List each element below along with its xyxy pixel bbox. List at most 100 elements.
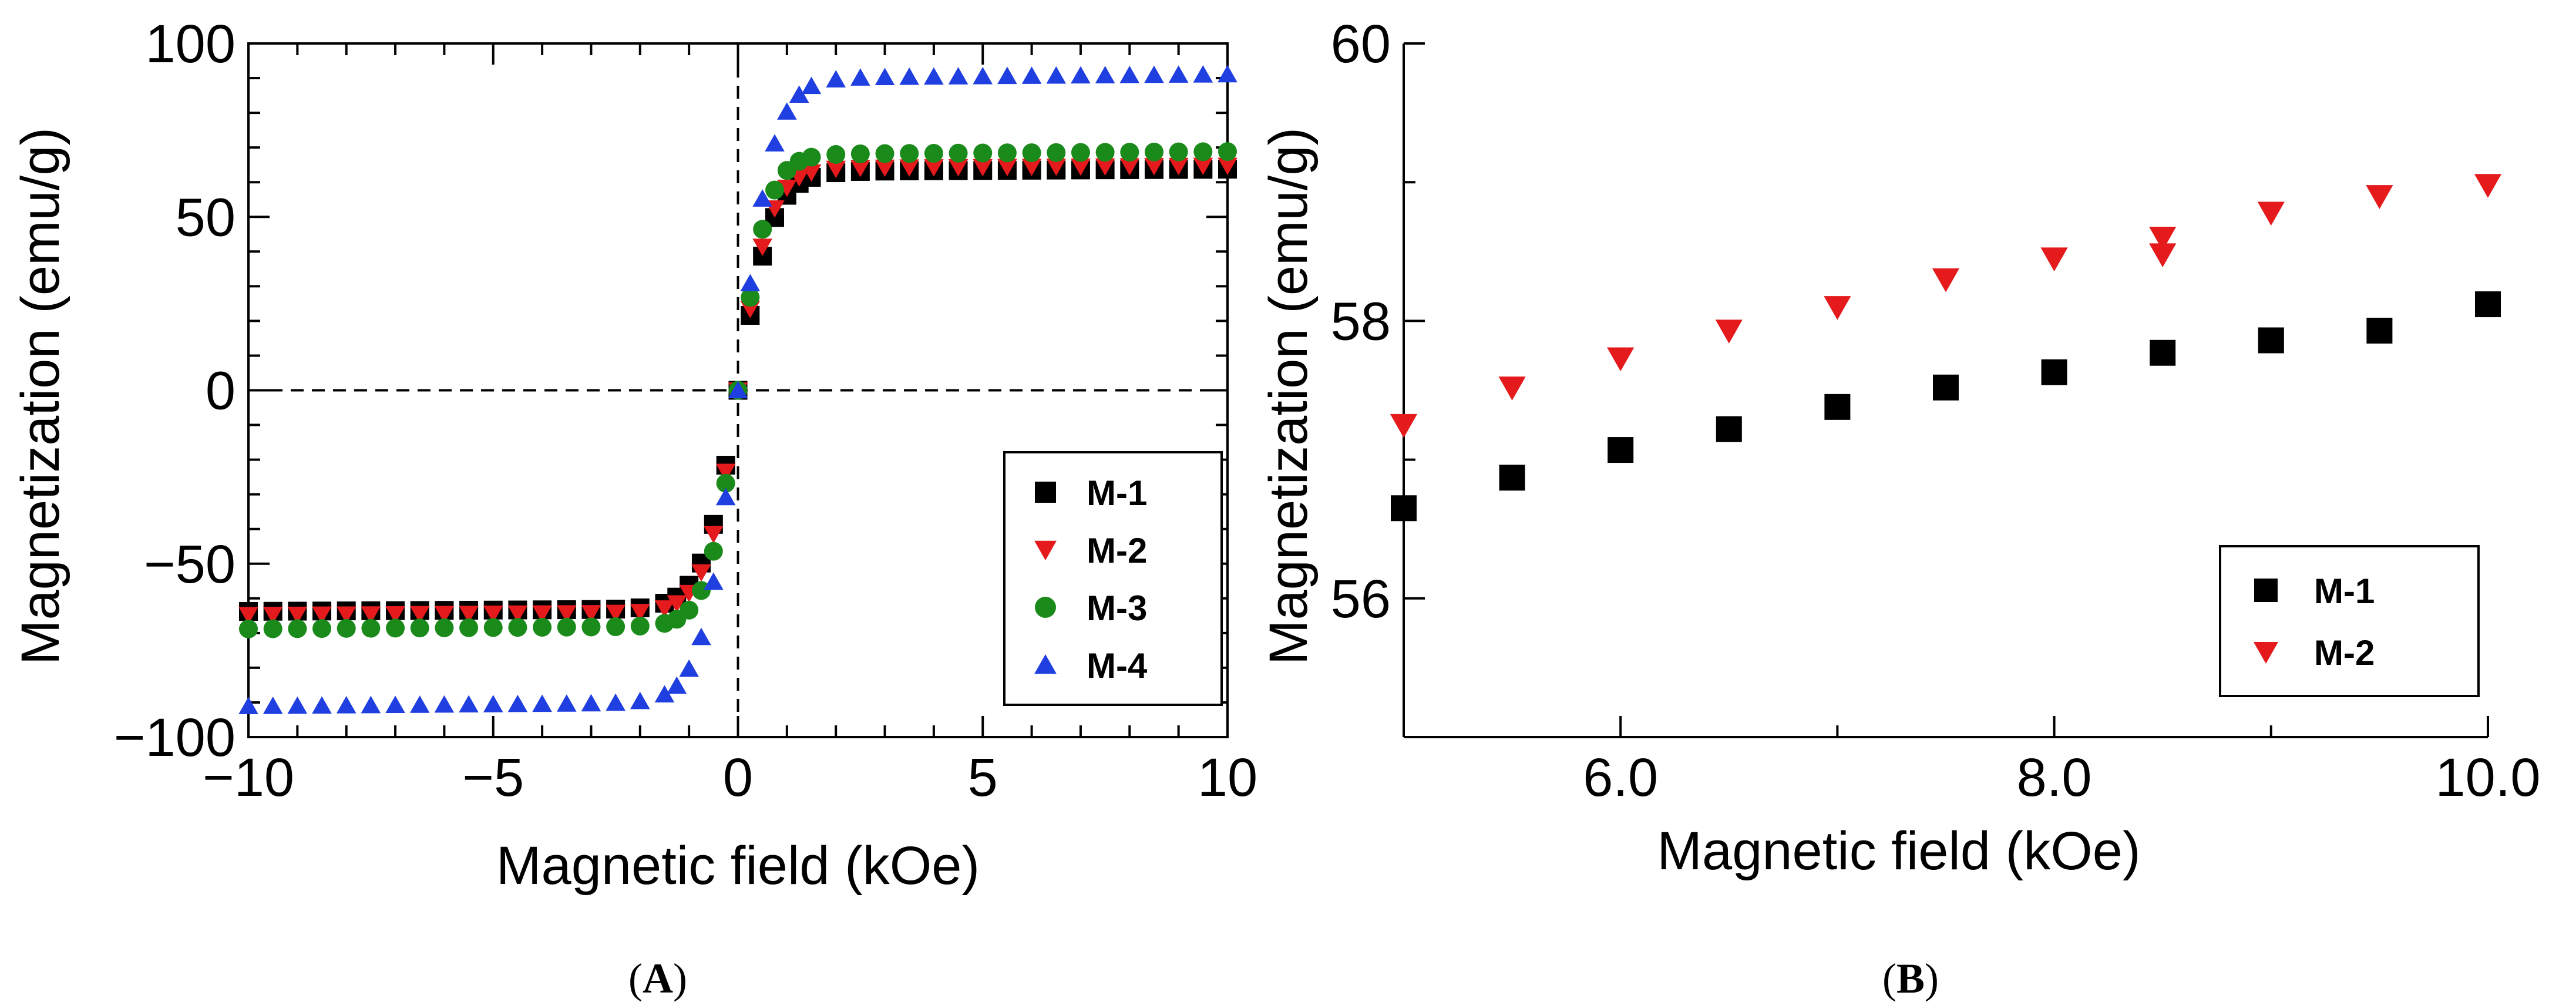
data-point [386, 618, 405, 638]
data-point [691, 564, 711, 582]
series-M-1 [1391, 291, 2501, 522]
data-point [533, 617, 552, 637]
y-tick-label: 56 [1331, 569, 1391, 629]
data-point [1047, 143, 1066, 162]
legend-label: M-1 [2314, 571, 2375, 611]
data-point [239, 619, 258, 638]
legend: M-1 M-2 [2219, 545, 2480, 697]
x-tick-label: 10 [1198, 748, 1257, 808]
data-point [899, 67, 920, 85]
data-point [263, 619, 283, 638]
data-point [459, 606, 479, 623]
data-point [1218, 65, 1237, 83]
data-point [667, 595, 687, 613]
data-point [557, 617, 576, 637]
legend-label: M-3 [1087, 589, 1147, 628]
data-point [556, 605, 577, 623]
x-tick-label: 8.0 [2017, 748, 2092, 808]
data-point [434, 606, 455, 624]
legend-label: M-2 [2314, 633, 2375, 673]
data-point [1390, 413, 1418, 438]
data-point [752, 189, 772, 207]
data-point [434, 695, 455, 713]
x-tick-label: 6.0 [1583, 748, 1658, 808]
data-point [691, 627, 711, 645]
series-M-2 [1390, 174, 2502, 438]
data-point [973, 143, 993, 163]
data-point [1218, 157, 1237, 176]
data-point [288, 619, 307, 638]
data-point [899, 159, 920, 177]
data-point [2150, 339, 2176, 366]
data-point [801, 76, 822, 95]
data-point [1095, 158, 1115, 176]
data-point [361, 618, 381, 638]
data-point [875, 144, 894, 163]
y-axis-title: Magnetization (emu/g) [1259, 127, 1319, 665]
data-point [409, 606, 430, 624]
data-point [997, 143, 1017, 163]
data-point [1095, 143, 1115, 162]
data-point [2474, 174, 2502, 198]
data-point [459, 618, 479, 637]
data-point [1218, 142, 1237, 162]
data-point [1608, 437, 1634, 463]
data-point [1716, 416, 1742, 442]
data-point [532, 694, 552, 712]
legend-marker-M-1 [1035, 482, 1056, 503]
legend-marker-M-3 [1035, 597, 1056, 618]
x-tick-label: 10.0 [2435, 748, 2540, 808]
data-point [704, 526, 724, 543]
data-point [1168, 65, 1189, 83]
data-point [606, 693, 625, 711]
data-point [287, 606, 308, 624]
data-point [1119, 65, 1140, 83]
data-point [740, 274, 761, 291]
data-point [1071, 66, 1091, 84]
data-point [2149, 226, 2177, 251]
data-point [900, 144, 919, 163]
data-point [997, 66, 1017, 85]
y-tick-label: 50 [176, 187, 236, 247]
data-point [361, 606, 381, 624]
data-point [1144, 158, 1164, 176]
data-point [2149, 243, 2177, 268]
data-point [1021, 159, 1042, 176]
series-M-4 [238, 65, 1237, 714]
legend-marker-M-2 [1034, 540, 1057, 560]
legend-marker-M-2 [2254, 642, 2278, 664]
data-point [1119, 158, 1140, 176]
data-point [973, 159, 993, 177]
data-point [507, 694, 528, 712]
data-point [777, 102, 797, 120]
data-point [312, 606, 332, 624]
data-point [801, 164, 822, 182]
x-axis-title: Magnetic field (kOe) [1657, 821, 2140, 881]
data-point [789, 152, 809, 171]
data-point [924, 159, 944, 177]
data-point [410, 618, 429, 638]
panel-b-caption: (B) [1882, 955, 1939, 1002]
data-point [2366, 185, 2393, 209]
data-point [997, 159, 1017, 177]
data-point [581, 617, 601, 637]
data-point [753, 220, 772, 239]
y-tick-label: 60 [1331, 14, 1391, 74]
data-point [409, 695, 430, 713]
x-axis-title: Magnetic field (kOe) [496, 836, 980, 896]
data-point [715, 463, 736, 482]
legend-marker-M-4 [1034, 654, 1057, 674]
data-point [949, 143, 968, 163]
series-M-3 [239, 142, 1237, 638]
data-point [1193, 157, 1213, 176]
x-tick-label: 0 [723, 748, 753, 808]
data-point [1391, 495, 1417, 522]
data-point [435, 618, 454, 637]
data-point [679, 659, 699, 677]
legend-label: M-4 [1087, 646, 1148, 685]
data-point [826, 70, 846, 88]
data-point [1071, 143, 1090, 162]
data-point [1021, 66, 1042, 84]
